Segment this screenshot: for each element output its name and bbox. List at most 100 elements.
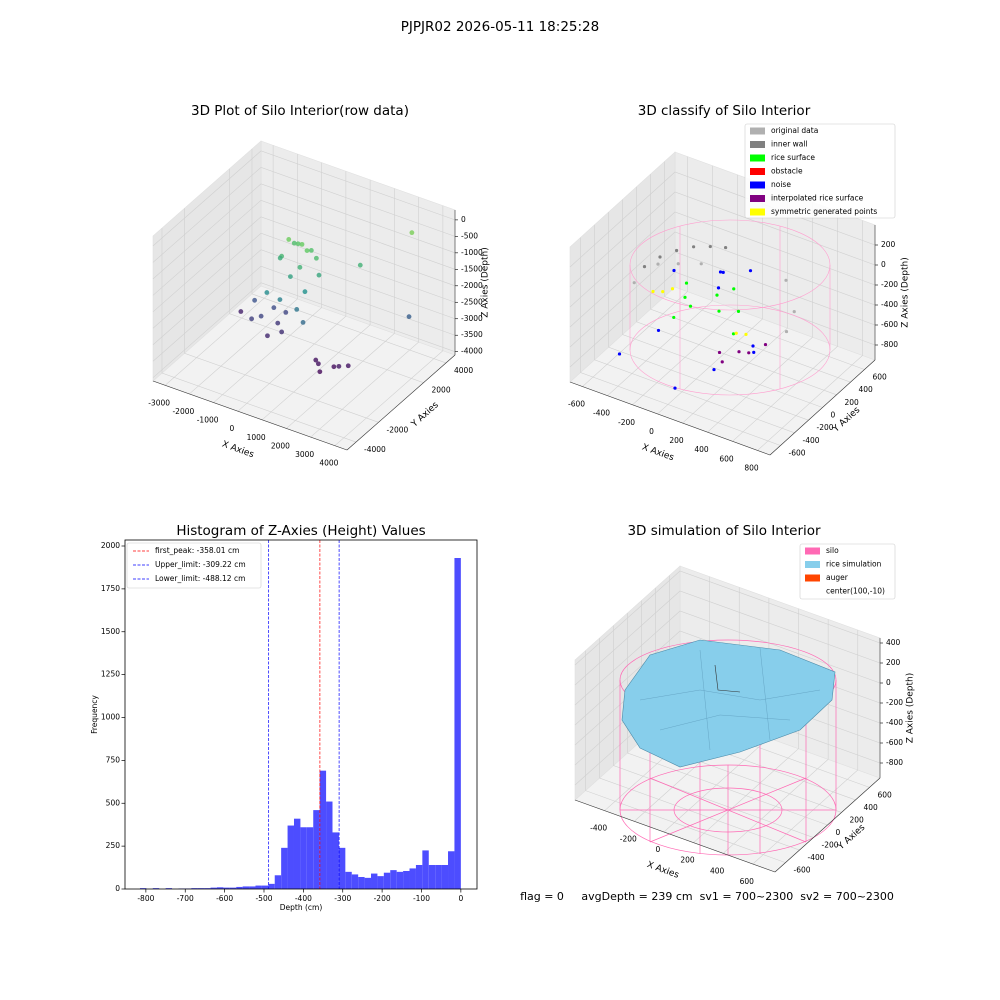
legend-label: rice simulation	[826, 560, 882, 569]
bar	[454, 558, 461, 889]
bar	[351, 874, 359, 889]
point	[297, 264, 303, 270]
y-tick-label: 0	[836, 828, 841, 837]
x-tick-label: -100	[413, 894, 430, 903]
point	[315, 361, 321, 367]
bar	[326, 801, 333, 889]
x-tick-label: 0	[649, 427, 654, 436]
y-tick-label: 0	[831, 411, 836, 420]
point	[304, 248, 310, 253]
point	[656, 328, 661, 333]
bar	[236, 886, 243, 889]
grid-line	[310, 197, 419, 438]
grid-line	[569, 251, 876, 348]
legend-label: silo	[826, 546, 839, 555]
bar	[332, 832, 339, 889]
point	[684, 281, 689, 285]
bar	[383, 872, 391, 889]
z-tick-label: 400	[886, 638, 901, 647]
point	[670, 287, 675, 291]
legend-swatch	[750, 181, 765, 189]
legend-box	[744, 123, 896, 219]
bar	[396, 871, 404, 889]
point	[716, 286, 721, 290]
x-tick-label: -200	[618, 418, 635, 427]
bar	[229, 887, 237, 889]
legend-label: first_peak: -358.01 cm	[155, 546, 239, 555]
bar	[371, 873, 378, 889]
point	[308, 247, 314, 253]
point	[721, 270, 725, 274]
legend-box	[799, 543, 896, 600]
z-tick-label: 0	[881, 260, 886, 269]
point	[252, 297, 258, 303]
y-tick-label: 4000	[454, 366, 473, 375]
point	[748, 269, 753, 273]
grid-line	[152, 183, 456, 280]
bar	[390, 870, 397, 889]
x-tick-label: -400	[295, 894, 312, 903]
bar	[428, 864, 436, 889]
point	[717, 350, 722, 355]
point	[313, 255, 319, 261]
grid-line	[582, 156, 688, 387]
legend-label: obstacle	[771, 167, 803, 176]
grid-line	[152, 167, 456, 263]
point	[288, 274, 293, 280]
grid-line	[161, 228, 357, 443]
point	[688, 304, 693, 308]
y-tick-label: -400	[808, 853, 825, 862]
y-tick-label: -4000	[364, 445, 386, 454]
point	[717, 309, 721, 313]
y-tick-label: 500	[106, 798, 121, 807]
point	[751, 344, 755, 348]
legend-label: auger	[826, 573, 849, 582]
point	[763, 342, 768, 347]
y-tick-label: -200	[817, 423, 834, 432]
axis-line	[769, 359, 876, 456]
point	[291, 240, 297, 246]
z-tick-label: -2000	[461, 281, 483, 290]
bar	[300, 827, 307, 889]
point	[718, 270, 723, 274]
bar	[165, 888, 173, 889]
y-tick-label: 1750	[101, 584, 120, 593]
grid-line	[237, 171, 347, 412]
front: 3D Plot of Silo Interior(row data)-3000-…	[90, 103, 916, 912]
legend-swatch	[805, 574, 820, 582]
grid-line	[613, 625, 814, 838]
point	[258, 313, 264, 319]
legend-swatch	[750, 127, 765, 135]
z-tick-label: 0	[461, 215, 466, 224]
x-tick-label: -400	[590, 824, 607, 833]
y-tick-label: -400	[803, 436, 820, 445]
bar	[139, 888, 147, 889]
bar	[358, 876, 365, 889]
point	[279, 329, 285, 335]
point	[357, 262, 363, 268]
x-tick-label: -3000	[148, 398, 170, 407]
legend-label: inner wall	[771, 140, 808, 149]
grid-line	[608, 212, 809, 421]
point	[302, 289, 308, 295]
point	[673, 386, 677, 390]
grid-line	[569, 171, 876, 268]
x-tick-label: 2000	[271, 441, 290, 450]
rice-surface	[621, 639, 836, 768]
axis-line	[569, 381, 771, 456]
bar	[345, 871, 352, 889]
point	[676, 262, 680, 266]
z-tick-label: -1000	[461, 248, 483, 257]
point	[317, 369, 323, 375]
z-tick-label: -800	[886, 758, 903, 767]
point	[692, 245, 696, 249]
point	[752, 350, 756, 355]
bar	[306, 827, 314, 889]
point	[708, 244, 712, 249]
point	[277, 255, 283, 261]
point	[699, 262, 703, 266]
x-tick-label: 4000	[319, 459, 338, 468]
grid-line	[693, 608, 799, 843]
z-tick-label: -200	[881, 280, 898, 289]
